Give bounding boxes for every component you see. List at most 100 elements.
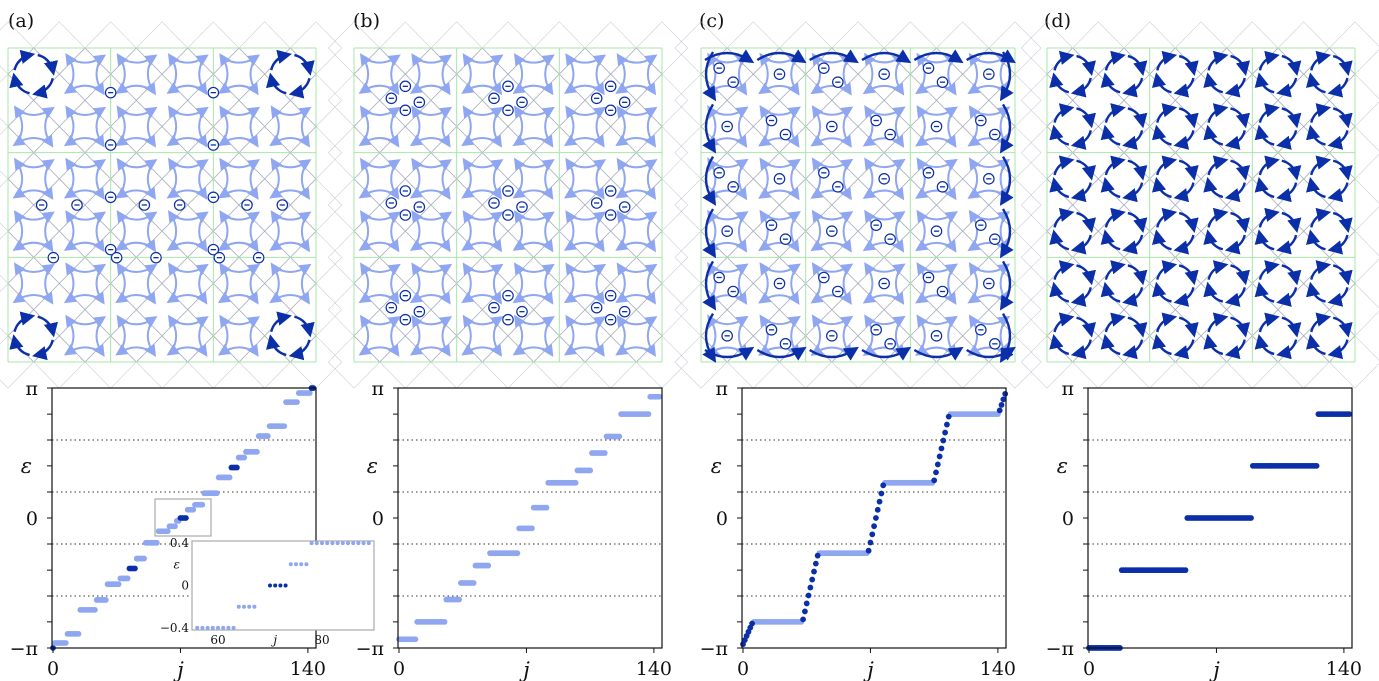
clover-arrow-loop-icon [65,262,77,302]
lattice-diamond [962,309,1016,363]
circular-arrow-loop-icon [1230,54,1250,76]
edge-arrow-icon [913,49,964,64]
spectrum-chart-d: −π 0 π ε 0 140 j [1046,378,1362,681]
clover-arrow-loop-icon [118,211,158,224]
data-point [115,581,122,588]
x-tick-label: 140 [1326,658,1362,680]
clover-arrow-loop-icon [813,158,854,171]
lattice-diamond [264,204,317,258]
lattice-diamond [161,99,214,154]
clover-arrow-loop-icon [593,56,605,96]
lattice-diamond [1328,283,1379,337]
clover-arrow-loop-icon [862,82,903,95]
clover-arrow-loop-icon [115,239,154,251]
lattice-diamond [610,99,663,154]
clover-arrow-loop-icon [16,106,55,119]
inset-point [221,625,226,630]
lattice-diamond [1097,309,1151,363]
lattice-diamond [1097,152,1151,206]
clover-arrow-loop-icon [892,56,905,96]
clover-arrow-loop-icon [967,187,1007,199]
clover-arrow-loop-icon [409,134,449,147]
lattice-diamond [1097,47,1151,101]
circular-arrow-loop-icon [1053,207,1075,228]
circular-arrow-loop-icon [37,53,58,76]
clover-arrow-loop-icon [219,210,231,249]
circular-arrow-loop-icon [1203,334,1224,356]
clover-arrow-loop-icon [272,106,312,119]
clover-arrow-loop-icon [541,213,554,253]
lattice-diamond [264,99,317,154]
lattice-diamond [161,309,214,363]
clover-arrow-loop-icon [705,239,746,252]
clover-arrow-loop-icon [359,210,372,249]
lattice-diamond [1072,73,1125,127]
lattice-diamond [700,152,754,206]
clover-arrow-loop-icon [892,265,905,305]
lattice-diamond [507,204,560,258]
clover-arrow-loop-icon [618,54,658,67]
lattice-diamond [857,309,911,363]
panel-label-b: (b) [353,10,380,32]
clover-arrow-loop-icon [811,262,824,302]
clover-arrow-loop-icon [918,106,958,119]
clover-arrow-loop-icon [759,314,772,354]
clover-arrow-loop-icon [944,265,957,305]
clover-arrow-loop-icon [512,186,552,199]
circular-arrow-loop-icon [1156,260,1178,280]
clover-arrow-loop-icon [567,106,607,119]
y-tick-label: 0 [372,508,384,530]
clover-arrow-loop-icon [862,291,903,304]
circular-arrow-loop-icon [1070,287,1092,307]
data-point [91,606,98,613]
lattice-diamond [1072,178,1125,232]
clover-arrow-loop-icon [93,108,105,148]
data-point [803,600,810,607]
x-axis-label: j [863,658,874,681]
clover-arrow-loop-icon [116,314,129,354]
clover-arrow-loop-icon [864,314,876,354]
circular-arrow-loop-icon [1100,124,1121,146]
lattice-diamond [962,99,1016,154]
x-tick-label: 140 [636,658,672,680]
edge-arrow-icon [999,156,1014,206]
clover-arrow-loop-icon [362,54,401,67]
clover-arrow-loop-icon [944,160,957,201]
lattice-diamond [1277,178,1330,232]
data-point [802,608,808,615]
clover-arrow-loop-icon [409,343,449,356]
clover-arrow-loop-icon [166,82,206,94]
lattice-diamond [353,309,406,363]
lattice-diamond [212,309,266,363]
lattice-diamond [558,152,612,206]
circular-arrow-loop-icon [294,315,315,338]
clover-arrow-loop-icon [567,263,607,276]
clover-arrow-loop-icon [709,54,749,66]
lattice-diamond [558,309,612,363]
clover-arrow-loop-icon [811,314,824,354]
clover-arrow-loop-icon [787,56,800,96]
lattice-diamond [1303,256,1356,311]
inset-point [340,541,345,546]
clover-arrow-loop-icon [144,108,157,148]
clover-arrow-loop-icon [247,318,259,357]
data-point [645,411,652,418]
lattice-diamond [404,309,458,363]
clover-arrow-loop-icon [563,239,603,251]
circular-arrow-loop-icon [32,339,54,361]
clover-arrow-loop-icon [970,54,1011,66]
inset-point [320,541,324,546]
lattice-diamond [161,256,214,311]
circular-arrow-loop-icon [1122,234,1144,255]
clover-arrow-loop-icon [63,82,103,94]
clover-arrow-loop-icon [811,157,824,197]
clover-arrow-loop-icon [997,265,1009,305]
clover-arrow-loop-icon [217,343,257,356]
circular-arrow-loop-icon [1152,281,1172,303]
x-tick-label: 140 [980,658,1016,680]
inset-point [330,541,335,546]
clover-arrow-loop-icon [195,161,208,200]
circular-arrow-loop-icon [1173,77,1195,98]
data-point [412,636,419,643]
data-point [998,401,1005,408]
